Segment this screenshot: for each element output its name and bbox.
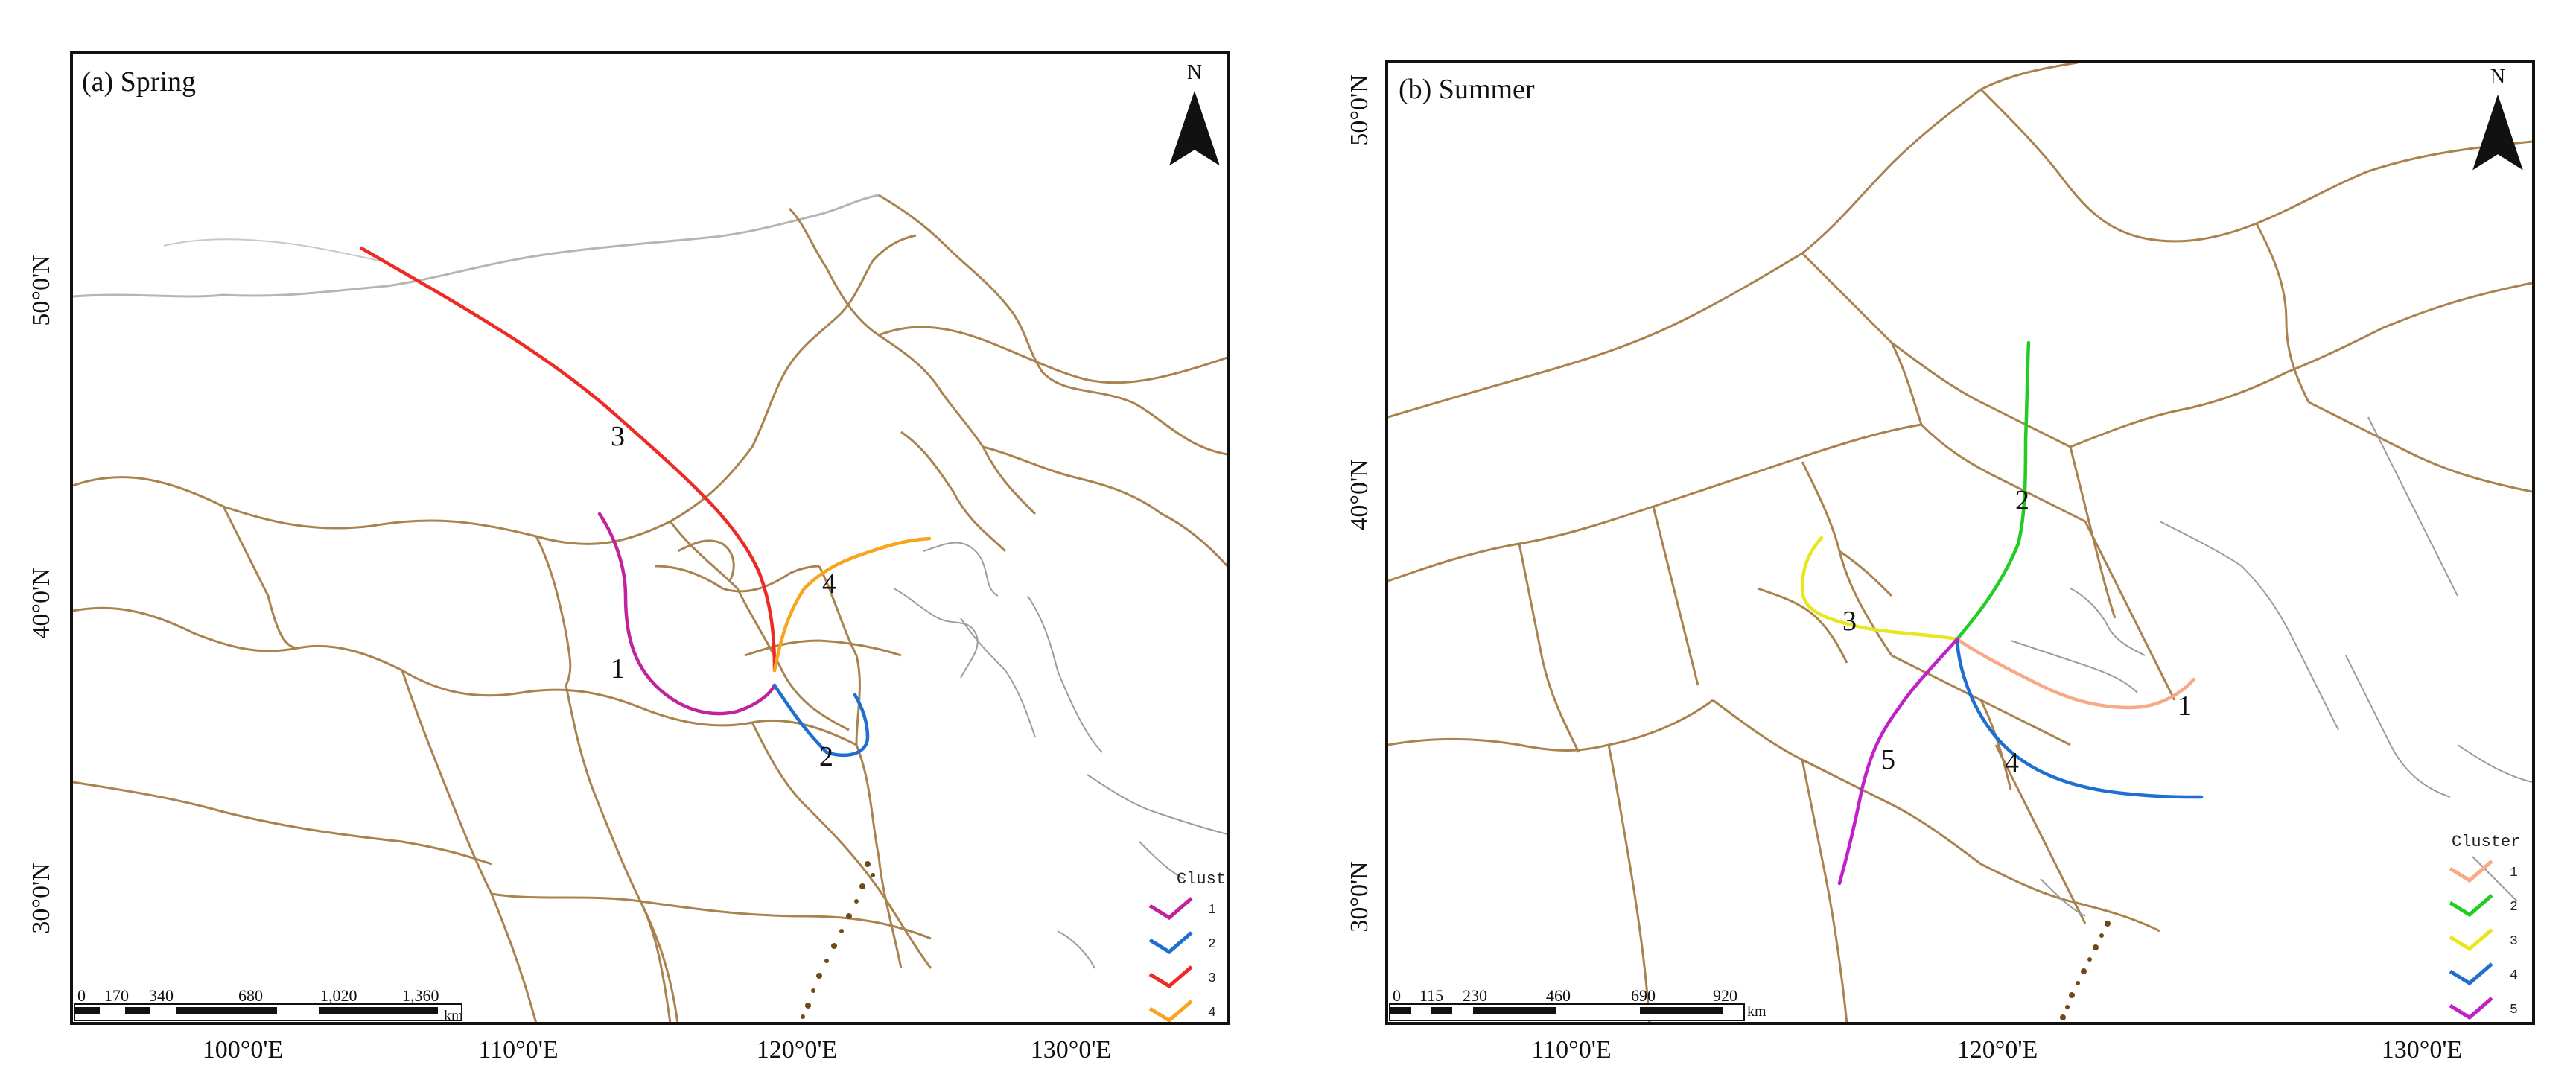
lat-label-30n-a: 30°0'N [28, 863, 55, 933]
trajectory-cluster-1-a [597, 512, 777, 716]
legend-item-4-a: 4 [1148, 1000, 1216, 1022]
lon-label-120e-b: 120°0'E [1957, 1036, 2038, 1064]
coastline-a [893, 542, 1227, 969]
lat-label-40n-a: 40°0'N [28, 568, 55, 638]
legend-item-3-b: 3 [2449, 928, 2518, 952]
legend-item-2-b: 2 [2449, 894, 2518, 918]
province-borders-b [1388, 63, 2532, 1022]
lon-label-110e-a: 110°0'E [478, 1036, 558, 1064]
svg-text:680: 680 [238, 986, 263, 1005]
lon-label-130e-b: 130°0'E [2382, 1036, 2463, 1064]
axis-labels-a: 100°0'E 110°0'E 120°0'E 130°0'E 50°0'N 4… [28, 255, 1111, 1064]
legend-item-5-b: 5 [2449, 997, 2518, 1020]
svg-text:3: 3 [2510, 934, 2518, 949]
svg-text:1: 1 [1208, 903, 1216, 918]
panel-spring: 1 2 3 4 (a) Spring N 0 170 340 680 [28, 51, 1245, 1064]
svg-text:920: 920 [1713, 986, 1737, 1005]
svg-text:0: 0 [77, 986, 86, 1005]
legend-item-1-a: 1 [1148, 897, 1216, 921]
svg-text:N: N [2490, 66, 2505, 89]
map-label-cluster-1-a: 1 [611, 653, 625, 685]
scale-bar-a: 0 170 340 680 1,020 1,360 km [74, 986, 463, 1024]
svg-text:km: km [444, 1008, 463, 1024]
svg-text:1,360: 1,360 [402, 986, 439, 1005]
lon-label-110e-b: 110°0'E [1531, 1036, 1611, 1064]
north-arrow-b: N [2472, 66, 2523, 171]
national-border-mongolia-a [73, 194, 880, 298]
scale-bar-b: 0 115 230 460 690 920 km [1389, 986, 1766, 1021]
svg-text:0: 0 [1393, 986, 1401, 1005]
legend-b: Cluster 1 2 3 4 [2449, 833, 2520, 1020]
svg-text:Cluster: Cluster [2452, 833, 2520, 851]
trajectories-a [359, 246, 932, 758]
map-label-cluster-4-a: 4 [822, 568, 836, 600]
coastal-islands-a [801, 861, 875, 1019]
panel-title-b: (b) Summer [1399, 74, 1535, 105]
lat-label-40n-b: 40°0'N [1346, 459, 1373, 530]
map-frame-a [70, 51, 1230, 1025]
map-label-cluster-1-b: 1 [2178, 690, 2192, 722]
map-label-cluster-3-b: 3 [1842, 606, 1857, 637]
svg-text:460: 460 [1546, 986, 1571, 1005]
trajectory-cluster-5-b [1837, 637, 1959, 886]
svg-text:690: 690 [1631, 986, 1656, 1005]
axis-labels-b: 110°0'E 120°0'E 130°0'E 50°0'N 40°0'N 30… [1346, 74, 2462, 1064]
svg-text:4: 4 [1208, 1006, 1216, 1020]
svg-text:2: 2 [2510, 900, 2518, 915]
lat-label-50n-a: 50°0'N [28, 255, 55, 326]
legend-item-1-b: 1 [2449, 860, 2518, 883]
coastal-islands-b [2060, 921, 2111, 1020]
trajectory-cluster-2-a [772, 683, 870, 758]
lat-label-50n-b: 50°0'N [1346, 74, 1373, 145]
trajectory-cluster-4-b [1955, 637, 2204, 799]
border-segment-a [163, 238, 388, 263]
svg-text:km: km [1747, 1003, 1766, 1020]
trajectory-cluster-1-b [1955, 637, 2196, 710]
coastline-b [2010, 416, 2532, 917]
svg-text:Cluster: Cluster [1177, 870, 1245, 889]
panel-summer: 1 2 3 4 5 (b) Summer N 0 115 230 460 690 [1346, 60, 2535, 1064]
panel-title-a: (a) Spring [82, 66, 196, 98]
trajectory-cluster-3-a [359, 246, 777, 673]
svg-text:170: 170 [104, 986, 129, 1005]
svg-text:N: N [1187, 61, 1202, 84]
svg-text:3: 3 [1208, 971, 1216, 986]
north-arrow-a: N [1169, 61, 1220, 166]
svg-text:1: 1 [2510, 866, 2518, 880]
map-label-cluster-2-b: 2 [2015, 485, 2029, 516]
lat-label-30n-b: 30°0'N [1346, 861, 1373, 932]
legend-item-3-a: 3 [1148, 965, 1216, 989]
legend-item-4-b: 4 [2449, 962, 2518, 986]
legend-item-2-a: 2 [1148, 931, 1216, 955]
lon-label-130e-a: 130°0'E [1031, 1036, 1112, 1064]
trajectory-cluster-4-a [772, 536, 932, 673]
trajectory-cluster-3-b [1800, 536, 1959, 641]
trajectories-b [1800, 340, 2204, 886]
svg-text:1,020: 1,020 [320, 986, 357, 1005]
svg-text:230: 230 [1463, 986, 1487, 1005]
svg-text:340: 340 [149, 986, 174, 1005]
map-label-cluster-3-a: 3 [611, 421, 625, 452]
basemap-b: 1 2 3 4 5 (b) Summer N 0 115 230 460 690 [1388, 63, 2532, 1022]
province-borders-a [73, 194, 1227, 1022]
lon-label-100e-a: 100°0'E [203, 1036, 284, 1064]
basemap-a: 1 2 3 4 (a) Spring N 0 170 340 680 [73, 61, 1245, 1024]
svg-text:5: 5 [2510, 1003, 2518, 1017]
trajectory-cluster-2-b [1955, 340, 2031, 641]
map-label-cluster-2-a: 2 [819, 741, 833, 772]
map-label-cluster-5-b: 5 [1881, 744, 1895, 775]
map-frame-b [1385, 60, 2535, 1025]
legend-a: Cluster 1 2 3 4 [1148, 870, 1245, 1022]
svg-text:115: 115 [1419, 986, 1443, 1005]
map-label-cluster-4-b: 4 [2005, 747, 2019, 778]
svg-text:2: 2 [1208, 937, 1216, 952]
lon-label-120e-a: 120°0'E [757, 1036, 838, 1064]
svg-text:4: 4 [2510, 968, 2518, 983]
